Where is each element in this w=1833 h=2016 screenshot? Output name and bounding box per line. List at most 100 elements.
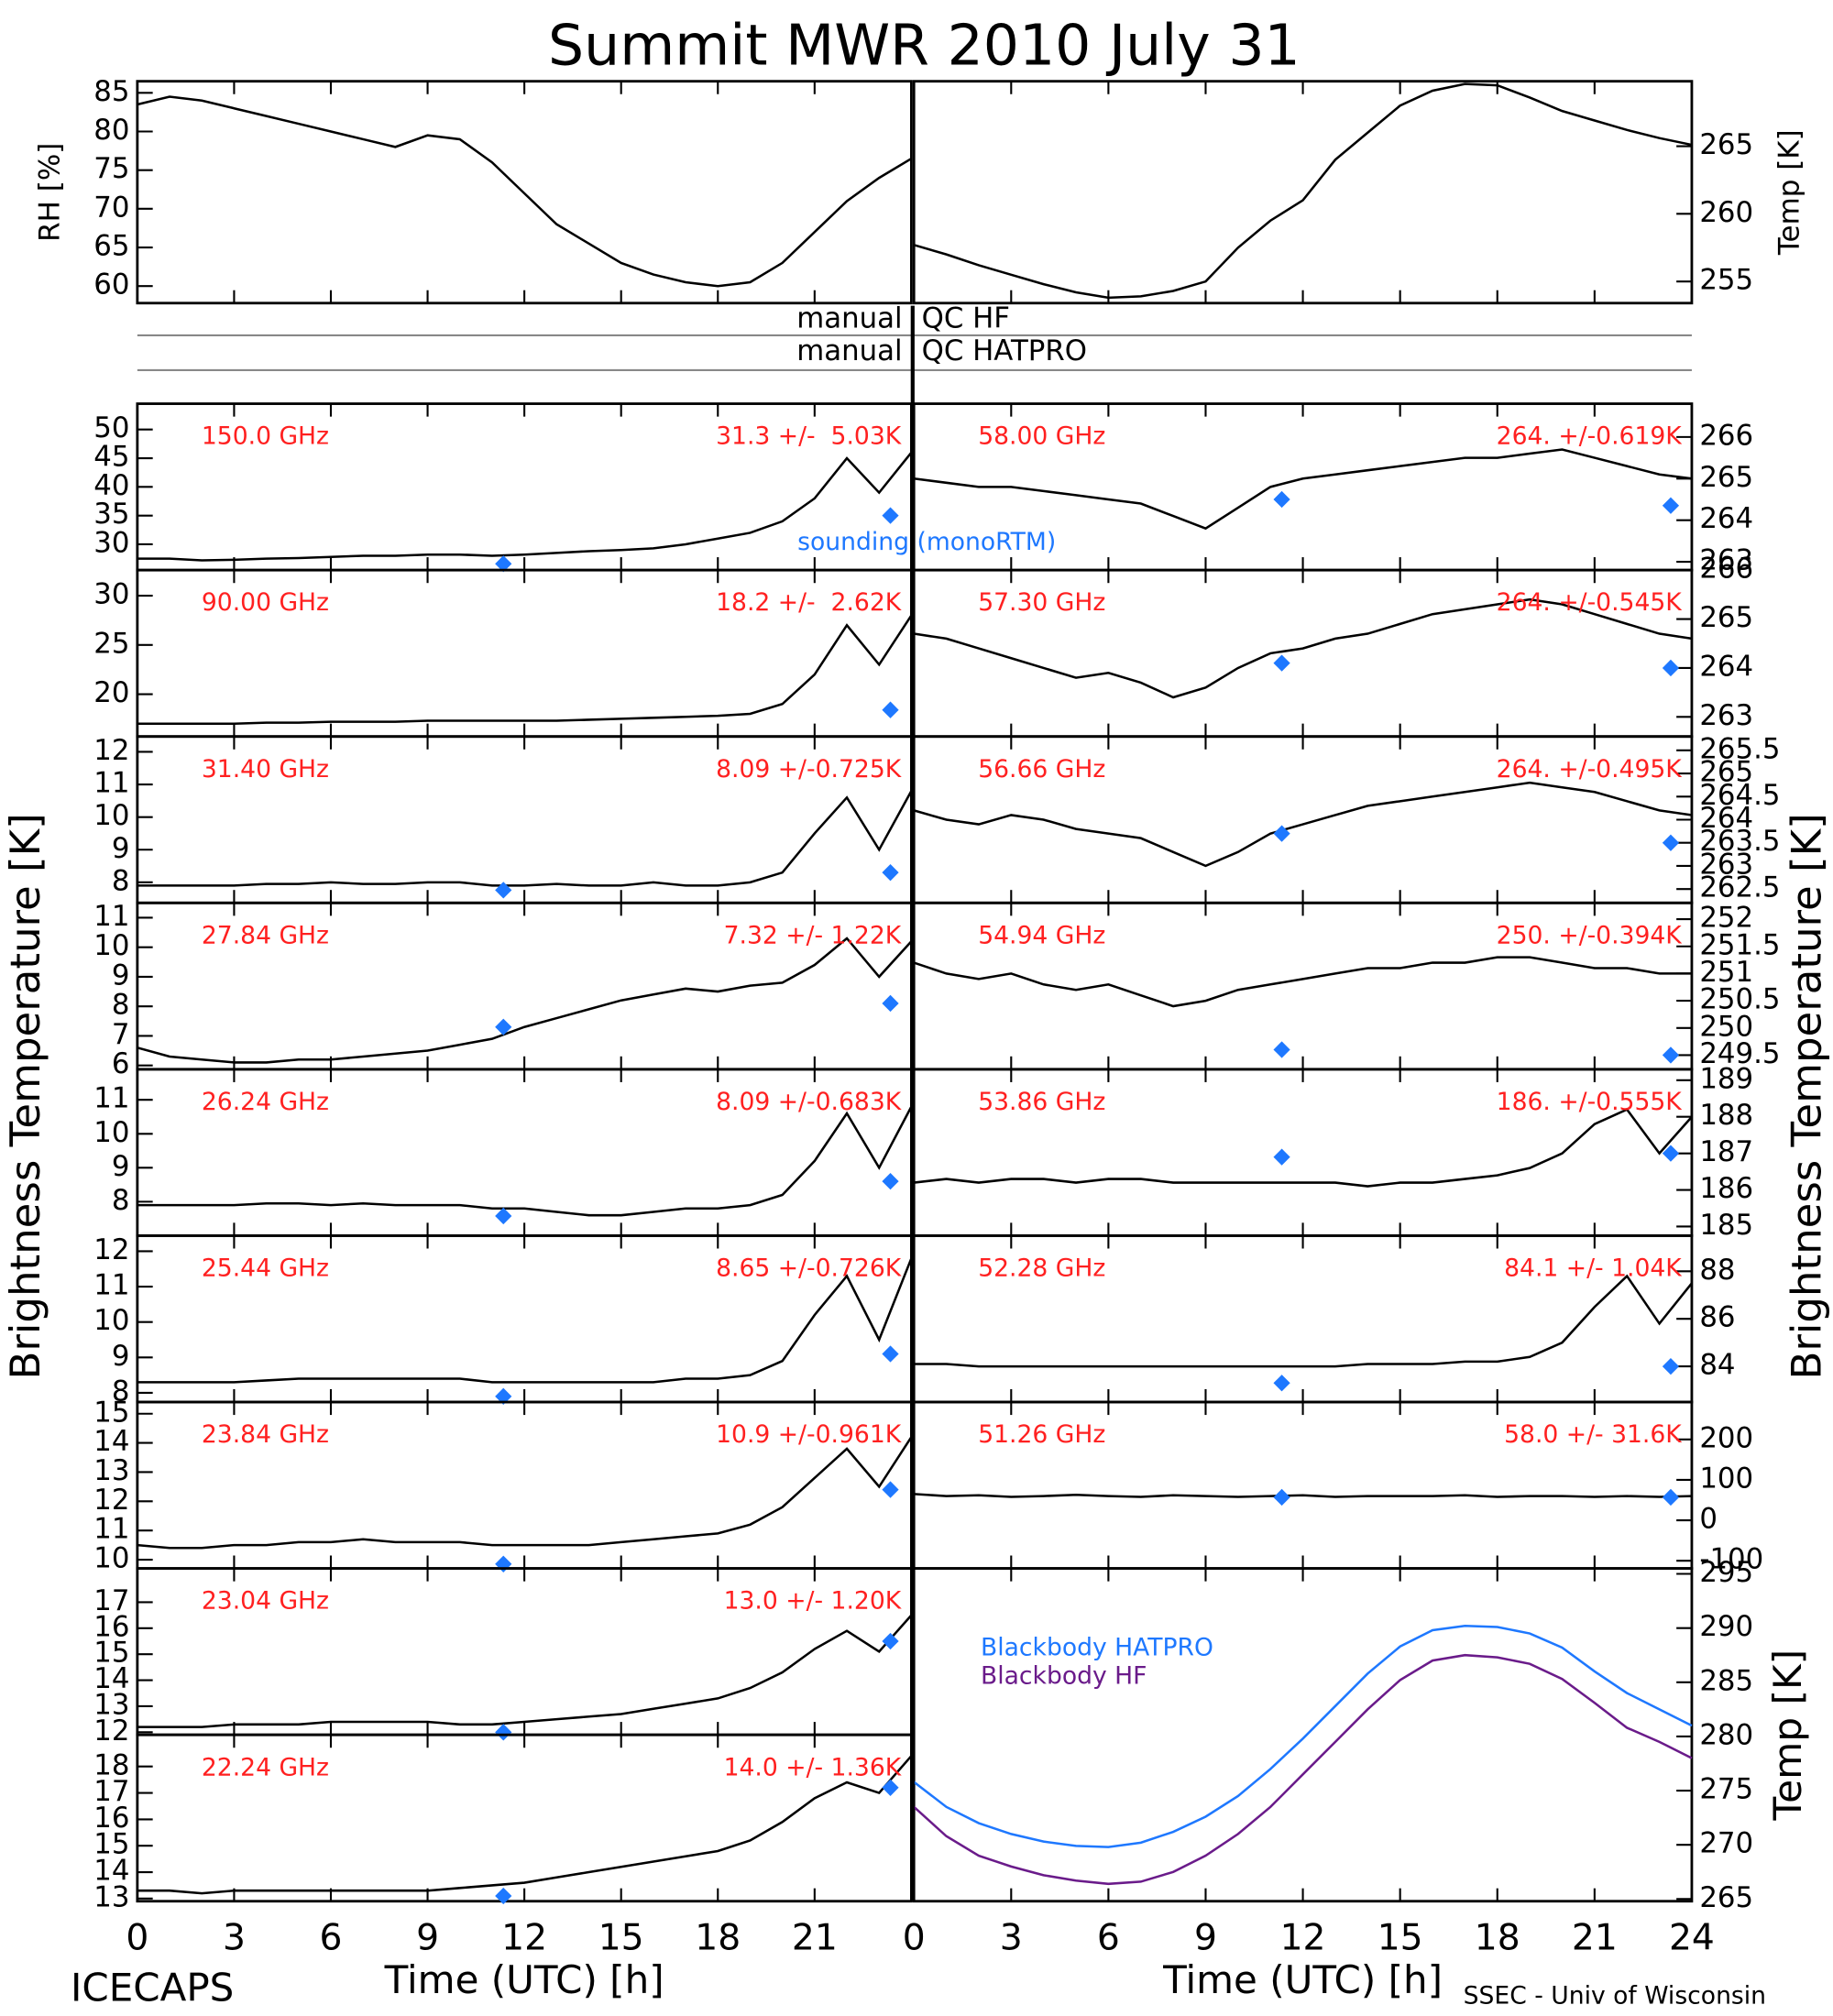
channel-stats: 10.9 +/-0.961K	[716, 1420, 903, 1449]
data-line	[137, 614, 913, 726]
channel-stats: 264. +/-0.495K	[1497, 755, 1684, 783]
data-line	[913, 1625, 1693, 1848]
y-tick-label: 10	[93, 1541, 129, 1574]
channel-label: 52.28 GHz	[978, 1254, 1105, 1282]
sounding-point	[1662, 1488, 1680, 1507]
channel-label: 26.24 GHz	[202, 1088, 329, 1116]
y-axis-label: Brightness Temperature [K]	[1, 813, 49, 1379]
data-line	[914, 1274, 1693, 1368]
x-tick-label: 24	[1669, 1917, 1715, 1958]
qc-label: QC HATPRO	[922, 334, 1087, 367]
y-tick-label: 10	[93, 799, 129, 832]
data-line	[137, 1106, 913, 1217]
data-line	[914, 448, 1693, 531]
y-tick-label: 262.5	[1699, 871, 1780, 904]
y-tick-label: 250.5	[1699, 983, 1780, 1016]
channel-stats: 13.0 +/- 1.20K	[724, 1587, 903, 1616]
data-line	[913, 82, 1693, 300]
y-tick-label: 251	[1699, 956, 1753, 989]
channel-label: 23.04 GHz	[202, 1587, 329, 1616]
data-line	[137, 95, 913, 288]
y-tick-label: 265	[1699, 756, 1753, 789]
channel-label: 27.84 GHz	[202, 921, 329, 949]
channel-label: 51.26 GHz	[978, 1420, 1105, 1449]
y-tick-label: 0	[1699, 1503, 1718, 1536]
qc-label: manual	[796, 334, 902, 367]
x-tick-label: 15	[598, 1917, 644, 1958]
data-line	[137, 1755, 913, 1895]
x-tick-label: 3	[223, 1917, 246, 1958]
y-tick-label: 249.5	[1699, 1037, 1780, 1070]
x-tick-label: 9	[416, 1917, 439, 1958]
y-tick-label: 188	[1699, 1099, 1753, 1132]
sounding-point	[882, 1481, 899, 1498]
y-tick-label: 16	[93, 1802, 129, 1835]
y-tick-label: 11	[93, 1269, 129, 1302]
sounding-point	[882, 507, 899, 524]
y-tick-label: 185	[1699, 1209, 1753, 1242]
sounding-point	[495, 882, 512, 899]
channel-stats: 264. +/-0.545K	[1497, 588, 1684, 617]
y-tick-label: 265	[1699, 1881, 1753, 1914]
y-tick-label: 40	[93, 469, 129, 502]
y-tick-label: 200	[1699, 1421, 1753, 1454]
y-tick-label: 260	[1699, 196, 1753, 229]
y-tick-label: -100	[1699, 1543, 1763, 1576]
legend-label: Blackbody HATPRO	[981, 1633, 1213, 1661]
data-line	[137, 1436, 913, 1550]
y-tick-label: 35	[93, 498, 129, 531]
qc-label: QC HF	[922, 302, 1010, 335]
y-tick-label: 264	[1699, 650, 1753, 683]
y-tick-label: 266	[1699, 553, 1753, 586]
data-line	[913, 956, 1692, 1008]
sounding-point	[1273, 1041, 1290, 1058]
y-tick-label: 252	[1699, 902, 1753, 935]
y-tick-label: 13	[93, 1880, 129, 1913]
y-tick-label: 45	[93, 440, 129, 473]
y-tick-label: 255	[1699, 264, 1753, 297]
sounding-point	[882, 1172, 899, 1190]
sounding-point	[1273, 654, 1290, 672]
channel-stats: 264. +/-0.619K	[1497, 422, 1684, 451]
y-tick-label: 11	[93, 1513, 129, 1546]
data-line	[137, 790, 913, 887]
x-tick-label: 12	[501, 1917, 547, 1958]
sounding-point	[1662, 497, 1680, 514]
channel-stats: 58.0 +/- 31.6K	[1504, 1420, 1683, 1449]
y-tick-label: 264	[1699, 802, 1753, 835]
y-tick-label: 264.5	[1699, 779, 1780, 812]
sounding-point	[1273, 1488, 1290, 1507]
y-tick-label: 75	[93, 152, 129, 185]
y-tick-label: 9	[112, 832, 130, 865]
y-tick-label: 264	[1699, 502, 1753, 535]
data-line	[913, 1653, 1693, 1886]
y-tick-label: 17	[93, 1775, 129, 1808]
y-tick-label: 11	[93, 1082, 129, 1115]
y-tick-label: 270	[1699, 1827, 1753, 1860]
y-tick-label: 12	[93, 1233, 129, 1266]
sounding-point	[882, 1632, 899, 1650]
x-tick-label: 9	[1194, 1917, 1217, 1958]
y-tick-label: 280	[1699, 1718, 1753, 1751]
channel-stats: 186. +/-0.555K	[1497, 1088, 1684, 1116]
footer: SSEC - Univ of Wisconsin	[1464, 1981, 1766, 2010]
sounding-point	[1273, 1375, 1290, 1392]
channel-label: 57.30 GHz	[978, 588, 1105, 617]
y-axis-label: RH [%]	[34, 143, 67, 242]
data-line	[137, 1614, 913, 1728]
y-tick-label: 9	[112, 959, 130, 992]
x-tick-label: 15	[1377, 1917, 1423, 1958]
y-tick-label: 10	[93, 1304, 129, 1337]
sounding-point	[882, 864, 899, 882]
x-tick-label: 6	[1097, 1917, 1120, 1958]
sounding-point	[1662, 834, 1680, 851]
channel-label: 31.40 GHz	[202, 755, 329, 783]
channel-label: 54.94 GHz	[978, 921, 1105, 949]
y-tick-label: 11	[93, 766, 129, 799]
y-tick-label: 263	[1699, 544, 1753, 577]
y-tick-label: 13	[93, 1454, 129, 1487]
x-tick-label: 18	[695, 1917, 741, 1958]
y-tick-label: 263	[1699, 699, 1753, 732]
x-tick-label: 21	[792, 1917, 838, 1958]
